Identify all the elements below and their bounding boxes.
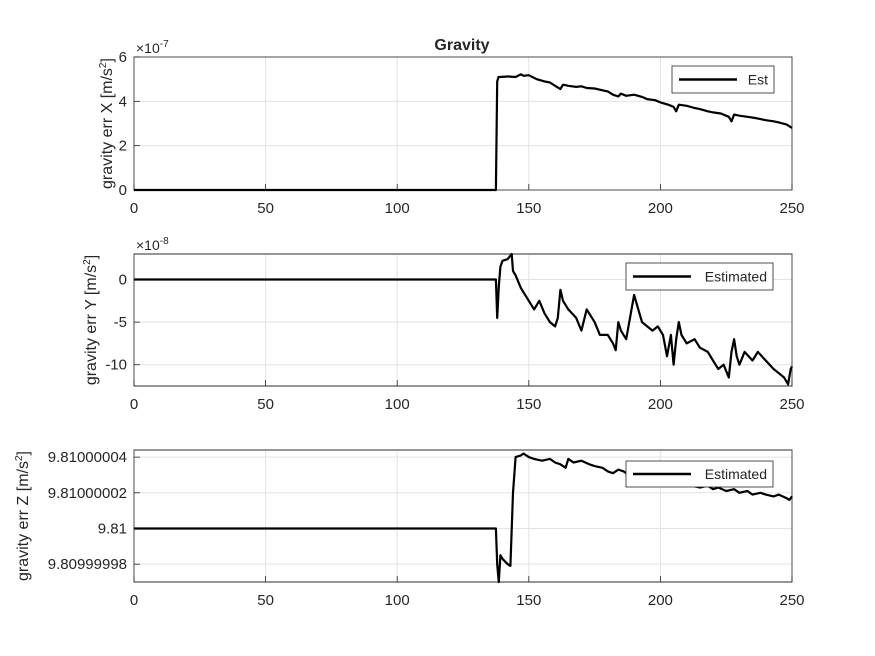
subplot-gravity-x: 0 50 100 150 200 250 0 2 4 6 ×10-7 gravity err X… <box>98 39 805 217</box>
x-tick-label: 0 <box>130 200 138 217</box>
x-tick-label: 250 <box>779 592 804 609</box>
x-tick-labels: 0 50 100 150 200 250 <box>130 592 805 609</box>
y-tick-label: 9.81 <box>98 520 127 537</box>
series-line <box>134 252 793 386</box>
x-tick-label: 50 <box>257 200 274 217</box>
y-tick-label: 9.80999998 <box>48 556 127 573</box>
y-tick-label: 4 <box>119 93 127 110</box>
x-tick-label: 150 <box>516 200 541 217</box>
series-plot <box>134 452 793 584</box>
x-tick-label: 250 <box>779 200 804 217</box>
y-tick-label: -10 <box>105 357 127 374</box>
y-tick-labels: 9.80999998 9.81 9.81000002 9.81000004 <box>48 449 127 573</box>
legend: Est <box>671 65 775 94</box>
y-tick-label: -5 <box>114 314 127 331</box>
y-tick-label: 9.81000002 <box>48 485 127 502</box>
y-axis-label: gravity err X [m/s2] <box>98 58 116 189</box>
x-tick-label: 200 <box>648 200 673 217</box>
x-tick-label: 200 <box>648 396 673 413</box>
x-tick-label: 200 <box>648 592 673 609</box>
x-tick-label: 50 <box>257 592 274 609</box>
y-axis-label: gravity err Z [m/s2] <box>14 451 32 581</box>
x-tick-label: 250 <box>779 396 804 413</box>
x-tick-label: 150 <box>516 592 541 609</box>
figure-title: Gravity <box>434 37 489 54</box>
x-tick-labels: 0 50 100 150 200 250 <box>130 396 805 413</box>
series-line <box>134 73 793 192</box>
y-tick-labels: 0 2 4 6 <box>119 49 127 199</box>
x-tick-label: 50 <box>257 396 274 413</box>
legend-entry: Estimated <box>705 269 767 285</box>
series-plot <box>134 73 793 192</box>
legend-entry: Est <box>748 72 768 88</box>
axes-border <box>133 449 793 583</box>
y-tick-label: 2 <box>119 138 127 155</box>
legend: Estimated <box>625 460 774 488</box>
y-tick-label: 0 <box>119 272 127 289</box>
x-tick-label: 100 <box>385 200 410 217</box>
subplot-gravity-z: 0 50 100 150 200 250 9.80999998 9.81 9.81000002… <box>14 449 805 609</box>
legend: Estimated <box>625 262 774 291</box>
x-tick-label: 150 <box>516 396 541 413</box>
x-tick-labels: 0 50 100 150 200 250 <box>130 200 805 217</box>
y-axis-label: gravity err Y [m/s2] <box>82 255 100 385</box>
x-tick-label: 100 <box>385 592 410 609</box>
axes-border <box>133 253 793 387</box>
y-exponent-label: ×10-8 <box>136 236 169 253</box>
y-exponent-label: ×10-7 <box>136 39 169 56</box>
legend-entry: Estimated <box>705 466 767 482</box>
y-tick-label: 6 <box>119 49 127 66</box>
x-tick-label: 0 <box>130 396 138 413</box>
y-tick-labels: 0 -5 -10 <box>105 272 127 374</box>
series-plot <box>134 252 793 386</box>
x-tick-label: 0 <box>130 592 138 609</box>
x-tick-label: 100 <box>385 396 410 413</box>
y-tick-label: 9.81000004 <box>48 449 127 466</box>
y-tick-label: 0 <box>119 182 127 199</box>
subplot-gravity-y: 0 50 100 150 200 250 0 -5 -10 ×10-8 gravity err… <box>82 236 805 413</box>
series-line <box>134 452 793 584</box>
